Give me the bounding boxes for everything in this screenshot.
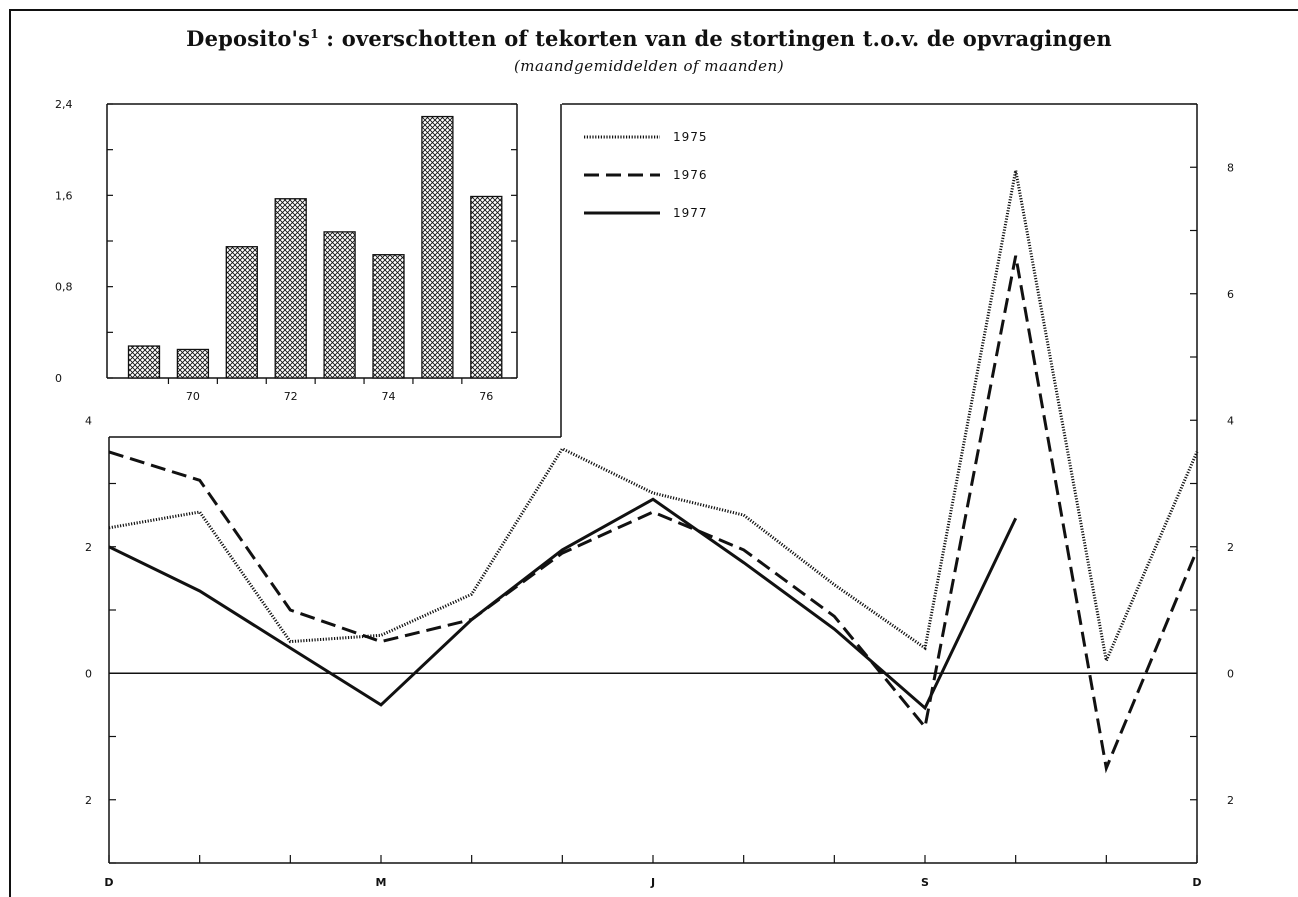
inset-x-tick-label: 72	[284, 390, 298, 403]
series-line-1975	[108, 170, 1199, 666]
inset-bar-72	[274, 198, 307, 379]
y-tick-label: 2	[85, 541, 92, 554]
inset-y-tick-label: 2,4	[55, 98, 73, 111]
y2-tick-label: 2	[1227, 541, 1234, 554]
y-tick-label: 4	[85, 414, 92, 427]
figure-frame	[9, 9, 1298, 897]
main-axes: 2 0 2 4 2 0 2 4 6 8 D M J S D	[85, 103, 1234, 889]
inset-bar-69	[127, 345, 161, 379]
legend-label-1977: 1977	[673, 206, 708, 220]
y-tick-label: 2	[85, 794, 92, 807]
inset-y-tick-label: 0	[55, 372, 62, 385]
x-tick-label: D	[104, 876, 113, 889]
inset-bar-70	[176, 348, 210, 379]
title-main: Deposito's	[186, 26, 311, 51]
inset-y-tick-label: 1,6	[55, 189, 73, 202]
chart-title: Deposito's1 : overschotten of tekorten v…	[0, 26, 1298, 51]
title-footnote-mark: 1	[310, 27, 319, 41]
inset-x-tick-label: 74	[382, 390, 396, 403]
y2-tick-label: 2	[1227, 794, 1234, 807]
inset-bar-73	[323, 231, 356, 379]
x-tick-label: J	[650, 876, 655, 889]
inset-x-tick-label: 70	[186, 390, 200, 403]
inset-bar-76	[470, 195, 503, 379]
x-tick-label: S	[921, 876, 929, 889]
inset-bar-71	[225, 246, 258, 379]
x-tick-label: D	[1192, 876, 1201, 889]
inset-bar-chart: 0 0,8 1,6 2,4 70 72 74 76	[55, 90, 562, 438]
series-line-1977	[108, 497, 1018, 711]
y-tick-label: 0	[85, 667, 92, 680]
y2-tick-label: 8	[1227, 161, 1234, 174]
chart-subtitle: (maandgemiddelden of maanden)	[513, 57, 785, 75]
y2-tick-label: 6	[1227, 288, 1234, 301]
legend: 1975 1976 1977	[584, 130, 708, 220]
legend-label-1976: 1976	[673, 168, 708, 182]
y2-tick-label: 4	[1227, 414, 1234, 427]
title-rest: : overschotten of tekorten van de storti…	[318, 26, 1112, 51]
main-series-lines	[108, 170, 1199, 774]
inset-bar-75	[421, 115, 454, 379]
inset-bar-74	[372, 254, 405, 379]
inset-y-tick-label: 0,8	[55, 281, 73, 294]
inset-x-tick-label: 76	[479, 390, 493, 403]
y2-tick-label: 0	[1227, 667, 1234, 680]
legend-label-1975: 1975	[673, 130, 708, 144]
series-line-1976	[108, 255, 1199, 774]
x-tick-label: M	[376, 876, 387, 889]
